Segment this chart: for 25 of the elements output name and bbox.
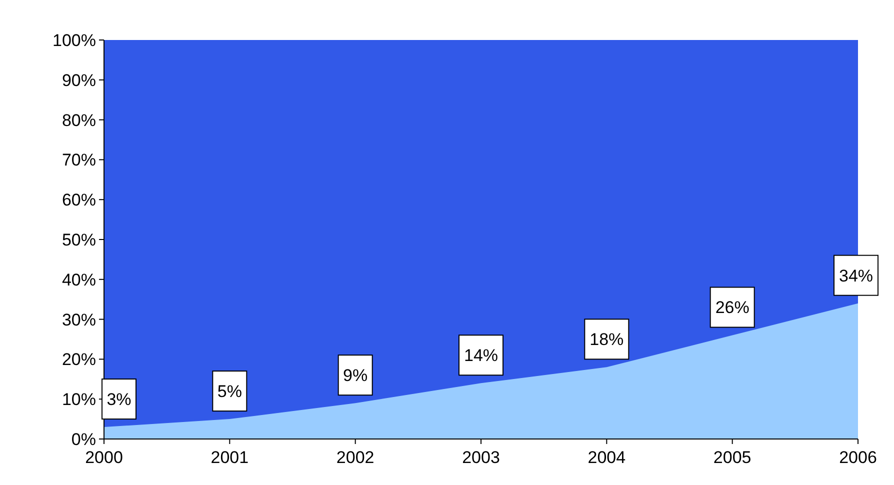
y-tick-label: 70%	[62, 150, 96, 170]
y-tick-label: 60%	[62, 190, 96, 210]
data-label: 3%	[106, 390, 132, 409]
y-tick-label: 100%	[52, 30, 96, 50]
x-tick-label: 2003	[462, 448, 500, 467]
x-tick-label: 2001	[210, 448, 249, 467]
x-tick-label: 2006	[839, 448, 877, 467]
y-tick-label: 10%	[62, 390, 96, 410]
data-label: 14%	[464, 346, 498, 366]
x-tick-label: 2005	[713, 448, 752, 467]
y-tick-label: 30%	[62, 310, 96, 330]
x-tick-label: 2000	[85, 448, 123, 467]
data-label: 34%	[838, 266, 874, 286]
x-tick-label: 2004	[588, 448, 626, 467]
data-label: 26%	[715, 298, 750, 318]
y-tick-label: 40%	[62, 270, 96, 290]
y-tick-label: 20%	[62, 350, 96, 370]
data-label: 9%	[343, 366, 368, 386]
y-tick-label: 80%	[62, 110, 96, 130]
y-tick-label: 90%	[62, 70, 96, 90]
x-tick-label: 2002	[336, 448, 374, 467]
y-tick-label: 50%	[62, 230, 96, 250]
data-label: 5%	[217, 382, 242, 401]
data-label: 18%	[590, 330, 624, 350]
y-tick-label: 0%	[71, 430, 96, 449]
